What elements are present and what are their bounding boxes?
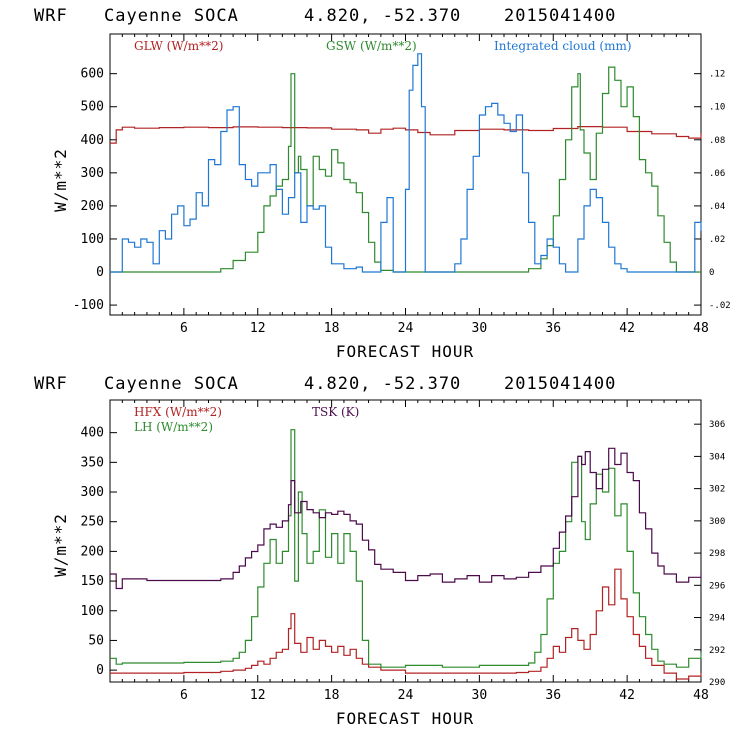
series-line-integrated bbox=[110, 53, 702, 273]
chart-2-header-coords: 4.820, -52.370 bbox=[304, 374, 461, 394]
y-tick-label: 100 bbox=[81, 232, 104, 247]
chart-2-legend-tsk: TSK (K) bbox=[312, 405, 359, 419]
series-line-hfx bbox=[110, 568, 702, 680]
right-y-tick-label: .08 bbox=[709, 136, 725, 146]
chart-1-header-model: WRF bbox=[34, 6, 68, 26]
right-y-tick-label: 290 bbox=[709, 678, 725, 688]
right-y-tick-label: 300 bbox=[709, 517, 725, 527]
x-tick-label: 12 bbox=[250, 688, 266, 703]
radiation-cloud-chart: WRF Cayenne SOCA 4.820, -52.370 20150414… bbox=[34, 6, 731, 361]
x-tick-label: 12 bbox=[250, 321, 266, 336]
surface-flux-chart: WRF Cayenne SOCA 4.820, -52.370 20150414… bbox=[34, 374, 725, 728]
right-y-tick-label: 294 bbox=[709, 614, 725, 624]
chart-2-ticks: 6 12 18 24 30 36 42 48 0 50 100 150 200 250 300 350 400 2… bbox=[81, 400, 725, 703]
chart-2-header-model: WRF bbox=[34, 374, 68, 394]
x-tick-label: 6 bbox=[180, 688, 188, 703]
x-tick-label: 36 bbox=[545, 688, 561, 703]
x-tick-label: 24 bbox=[398, 321, 414, 336]
chart-2-x-axis-label: FORECAST HOUR bbox=[336, 709, 474, 728]
y-tick-label: 50 bbox=[88, 633, 104, 648]
right-y-tick-label: 304 bbox=[709, 452, 725, 462]
chart-2-plot-frame bbox=[109, 399, 702, 683]
x-tick-label: 18 bbox=[324, 688, 340, 703]
right-y-tick-label: 0 bbox=[709, 268, 714, 278]
y-tick-label: 300 bbox=[81, 166, 104, 181]
chart-1-legend-cloud: Integrated cloud (mm) bbox=[494, 39, 632, 53]
chart-1-header-run: 2015041400 bbox=[504, 6, 616, 26]
x-tick-label: 36 bbox=[545, 321, 561, 336]
right-y-tick-label: -.02 bbox=[709, 301, 731, 311]
series-line-lh bbox=[110, 429, 702, 668]
y-tick-label: 150 bbox=[81, 574, 104, 589]
series-line-glw bbox=[110, 126, 702, 144]
x-tick-label: 24 bbox=[398, 688, 414, 703]
right-y-tick-label: .12 bbox=[709, 70, 725, 80]
series-line-tsk bbox=[110, 447, 702, 590]
chart-2-legend-lh: LH (W/m**2) bbox=[134, 420, 213, 434]
y-tick-label: 500 bbox=[81, 100, 104, 115]
chart-2-series bbox=[110, 429, 702, 680]
x-tick-label: 6 bbox=[180, 321, 188, 336]
y-tick-label: 400 bbox=[81, 426, 104, 441]
chart-2-header-run: 2015041400 bbox=[504, 374, 616, 394]
chart-2-header-site: Cayenne SOCA bbox=[104, 374, 239, 394]
right-y-tick-label: .06 bbox=[709, 169, 725, 179]
right-y-tick-label: 292 bbox=[709, 646, 725, 656]
y-tick-label: 400 bbox=[81, 133, 104, 148]
right-y-tick-label: 298 bbox=[709, 549, 725, 559]
x-tick-label: 42 bbox=[619, 321, 635, 336]
x-tick-label: 30 bbox=[472, 321, 488, 336]
y-tick-label: 350 bbox=[81, 455, 104, 470]
chart-1-x-axis-label: FORECAST HOUR bbox=[336, 342, 474, 361]
chart-1-y-axis-label: W/m**2 bbox=[51, 148, 70, 212]
chart-1-legend-glw: GLW (W/m**2) bbox=[134, 39, 223, 53]
chart-1-series bbox=[110, 53, 702, 273]
right-y-tick-label: .02 bbox=[709, 235, 725, 245]
y-tick-label: 300 bbox=[81, 485, 104, 500]
right-y-tick-label: 302 bbox=[709, 485, 725, 495]
chart-1-header-site: Cayenne SOCA bbox=[104, 6, 239, 26]
chart-1-ticks: 6 12 18 24 30 36 42 48 -100 0 100 200 300 400 500 600 -.… bbox=[73, 34, 731, 336]
chart-2-legend-hfx: HFX (W/m**2) bbox=[134, 405, 222, 419]
right-y-tick-label: .04 bbox=[709, 202, 725, 212]
y-tick-label: 600 bbox=[81, 67, 104, 82]
x-tick-label: 30 bbox=[472, 688, 488, 703]
y-tick-label: 250 bbox=[81, 515, 104, 530]
x-tick-label: 48 bbox=[693, 688, 709, 703]
x-tick-label: 48 bbox=[693, 321, 709, 336]
chart-1-header-coords: 4.820, -52.370 bbox=[304, 6, 461, 26]
y-tick-label: 200 bbox=[81, 544, 104, 559]
chart-2-y-axis-label: W/m**2 bbox=[51, 513, 70, 577]
y-tick-label: 0 bbox=[96, 663, 104, 678]
y-tick-label: 200 bbox=[81, 199, 104, 214]
chart-1-plot-frame bbox=[109, 33, 702, 316]
right-y-tick-label: 306 bbox=[709, 420, 725, 430]
right-y-tick-label: 296 bbox=[709, 581, 725, 591]
y-tick-label: 100 bbox=[81, 604, 104, 619]
right-y-tick-label: .10 bbox=[709, 103, 725, 113]
x-tick-label: 18 bbox=[324, 321, 340, 336]
y-tick-label: -100 bbox=[73, 298, 104, 313]
x-tick-label: 42 bbox=[619, 688, 635, 703]
chart-1-legend-gsw: GSW (W/m**2) bbox=[326, 39, 417, 53]
y-tick-label: 0 bbox=[96, 265, 104, 280]
